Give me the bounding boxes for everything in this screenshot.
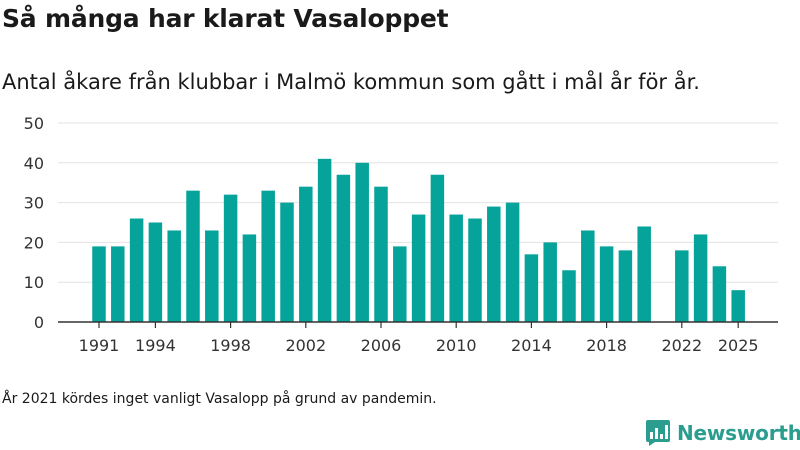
x-tick-label: 2022: [661, 336, 702, 355]
y-tick-label: 20: [24, 233, 44, 252]
bar-chart-speech-bubble-icon: [646, 420, 670, 446]
bar-2019: [618, 250, 633, 322]
bar-1993: [129, 218, 144, 322]
bar-1992: [111, 246, 125, 322]
bar-1991: [92, 246, 106, 322]
x-tick-label: 2018: [586, 336, 627, 355]
bar-2002: [299, 186, 313, 322]
bar-1996: [186, 190, 200, 322]
brand-logo: Newsworthy: [645, 419, 800, 447]
bar-2006: [374, 186, 388, 322]
bar-2022: [675, 250, 689, 322]
bar-2009: [430, 174, 445, 322]
x-tick-label: 2002: [285, 336, 326, 355]
bar-2007: [393, 246, 407, 322]
bar-2011: [468, 218, 482, 322]
bar-2004: [336, 174, 351, 322]
bar-1994: [148, 222, 163, 322]
bar-2024: [712, 266, 727, 322]
x-tick-label: 2025: [718, 336, 759, 355]
x-tick-label: 2006: [361, 336, 402, 355]
bar-1999: [242, 234, 257, 322]
bar-2010: [449, 214, 463, 322]
bar-2000: [261, 190, 275, 322]
bar-2016: [562, 270, 576, 322]
bar-1998: [223, 194, 238, 322]
x-tick-label: 1991: [79, 336, 120, 355]
bar-2015: [543, 242, 557, 322]
bar-2013: [505, 202, 520, 322]
x-tick-label: 2010: [436, 336, 477, 355]
x-tick-label: 1994: [135, 336, 176, 355]
bar-2020: [637, 226, 651, 322]
bar-2012: [487, 206, 501, 322]
bar-1995: [167, 230, 181, 322]
y-tick-label: 40: [24, 154, 44, 173]
bar-2003: [317, 158, 332, 322]
y-tick-label: 0: [34, 313, 44, 332]
bar-2014: [524, 254, 539, 322]
bar-2023: [693, 234, 708, 322]
bar-2025: [731, 290, 745, 322]
y-tick-label: 30: [24, 194, 44, 213]
bar-2001: [280, 202, 294, 322]
x-tick-label: 1998: [210, 336, 251, 355]
y-tick-label: 10: [24, 273, 44, 292]
bar-2008: [411, 214, 426, 322]
bar-2018: [599, 246, 614, 322]
y-tick-label: 50: [24, 114, 44, 133]
chart-title: Så många har klarat Vasaloppet: [2, 4, 449, 33]
bar-2005: [355, 162, 369, 322]
footnote: År 2021 kördes inget vanligt Vasalopp på…: [2, 391, 437, 407]
x-tick-label: 2014: [511, 336, 552, 355]
chart-subtitle: Antal åkare från klubbar i Malmö kommun …: [2, 70, 700, 94]
bar-1997: [205, 230, 219, 322]
bar-2017: [581, 230, 595, 322]
brand-name: Newsworthy: [677, 421, 800, 445]
